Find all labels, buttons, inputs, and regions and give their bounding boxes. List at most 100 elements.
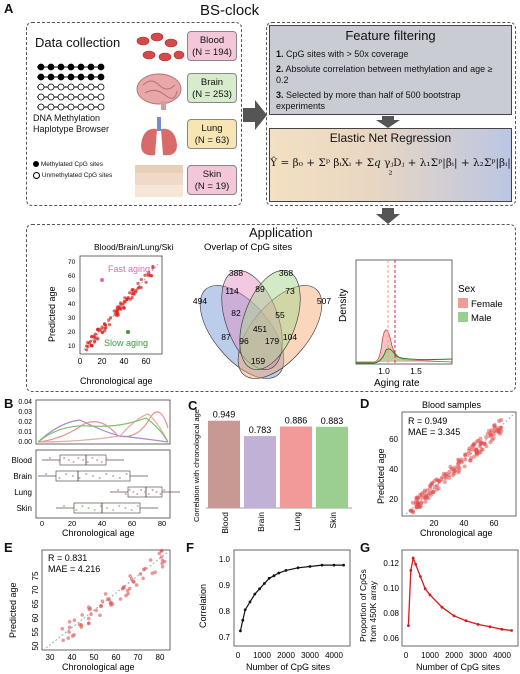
app-scatter-ytick: 60 — [68, 273, 76, 280]
d-point — [419, 492, 424, 497]
panel-f-line-chart: 0 1000 2000 3000 4000 1.0 0.9 0.8 0.7 Number of… — [198, 549, 351, 672]
app-scatter-point — [143, 273, 147, 277]
e-point — [138, 572, 143, 576]
f-point — [296, 566, 300, 570]
c-bar-label: Blood — [220, 512, 230, 534]
filter-item: 2. Absolute correlation between methylat… — [276, 64, 493, 85]
venn-number: 368 — [279, 268, 293, 278]
b-jitter-point — [53, 459, 56, 461]
unmethylated-dot — [57, 103, 65, 111]
methylated-dot — [67, 73, 75, 81]
e-point — [89, 612, 93, 617]
f-xtick: 2000 — [277, 651, 295, 660]
app-scatter-point — [128, 291, 132, 295]
b-jitter-point — [86, 461, 89, 463]
app-scatter-ytick: 10 — [68, 343, 76, 350]
app-scatter-point — [100, 330, 104, 335]
e-point — [87, 607, 91, 612]
legend-methylated: Methylated CpG sites — [40, 161, 103, 168]
app-scatter-point — [109, 316, 113, 320]
app-scatter-point — [86, 340, 90, 345]
aging-rate-density: Density 1.0 1.5 Aging rate Sex Female Mal… — [338, 259, 503, 389]
b-jitter-point — [58, 461, 61, 463]
app-scatter-point — [95, 336, 99, 340]
e-xtick: 60 — [112, 653, 121, 662]
methylated-dot — [57, 73, 65, 81]
unmethylated-dot — [37, 103, 45, 111]
d-point — [456, 465, 461, 469]
arrow-down-icon — [376, 116, 400, 128]
d-ytick: 20 — [389, 495, 398, 504]
panel-b-chart: 0.040.030.020.010.00 BloodBrainLungSkin … — [12, 399, 180, 538]
c-bar-blood — [208, 420, 240, 508]
data-collection-title: Data collection — [35, 35, 121, 50]
g-point — [510, 629, 513, 632]
application-box: Application — [26, 224, 516, 392]
b-jitter-point — [132, 491, 135, 493]
venn-number: 388 — [229, 268, 243, 278]
d-point — [456, 470, 461, 475]
app-scatter-point — [90, 335, 94, 339]
d-point — [480, 447, 485, 452]
d-point — [419, 501, 424, 506]
e-point — [109, 603, 113, 607]
unmethylated-dot — [67, 93, 75, 101]
d-point — [422, 495, 427, 500]
venn-diagram: Overlap of CpG sites 388 368 494 114 89 73 507… — [193, 242, 331, 379]
e-xtick: 50 — [90, 653, 99, 662]
c-bar-label: Brain — [256, 512, 266, 532]
app-scatter-ytick: 30 — [68, 315, 76, 322]
g-ytick: 0.12 — [383, 559, 399, 568]
d-point — [449, 466, 454, 471]
venn-number: 104 — [283, 332, 297, 342]
density-xtick: 1.0 — [378, 366, 390, 376]
app-scatter-ytick: 70 — [68, 259, 76, 266]
panel-b-letter: B — [4, 396, 14, 411]
unmethylated-dot — [87, 93, 95, 101]
e-point — [160, 561, 164, 566]
app-scatter-point — [144, 280, 148, 284]
tissue-name: Lung — [201, 123, 223, 134]
lung-icon — [141, 117, 177, 156]
e-point — [160, 558, 165, 563]
feature-filtering-box: Feature filtering 1. CpG sites with > 50… — [269, 25, 512, 115]
d-point — [428, 486, 433, 491]
app-scatter-point — [119, 301, 123, 305]
g-xtick: 3000 — [469, 651, 487, 660]
b-jitter-point — [81, 505, 84, 507]
unmethylated-dot — [77, 103, 85, 111]
d-point — [476, 438, 481, 443]
d-point — [446, 473, 451, 478]
e-point — [129, 577, 134, 581]
c-bar-brain — [244, 435, 276, 508]
e-point — [60, 627, 65, 631]
d-point — [437, 479, 441, 484]
d-point — [450, 473, 455, 478]
venn-number: 114 — [225, 286, 239, 296]
sex-legend-title: Sex — [458, 284, 475, 295]
b-xtick: 20 — [68, 519, 76, 528]
f-point — [277, 571, 281, 575]
app-scatter-point — [107, 318, 111, 322]
b-density-ytick: 0.04 — [18, 399, 32, 406]
d-point — [429, 492, 433, 497]
e-point — [86, 616, 91, 621]
application-title: Application — [249, 225, 313, 240]
methylated-dot — [37, 73, 45, 81]
g-xtick: 1000 — [421, 651, 439, 660]
b-jitter-point — [72, 461, 75, 463]
app-scatter-point — [139, 277, 143, 282]
g-point — [452, 614, 456, 618]
f-point — [332, 563, 336, 567]
methylated-dot — [37, 63, 45, 71]
e-point — [99, 604, 103, 609]
browser-label-2: Haplotype Browser — [33, 124, 110, 134]
g-point — [440, 605, 444, 609]
app-scatter-point — [134, 289, 138, 293]
d-r-label: R = 0.949 — [408, 416, 447, 426]
slow-aging-label: Slow aging — [104, 338, 148, 348]
e-xtick: 40 — [68, 653, 77, 662]
b-jitter-point — [100, 461, 103, 463]
panel-g-letter: G — [360, 540, 371, 555]
g-ytick: 0.08 — [383, 609, 399, 618]
